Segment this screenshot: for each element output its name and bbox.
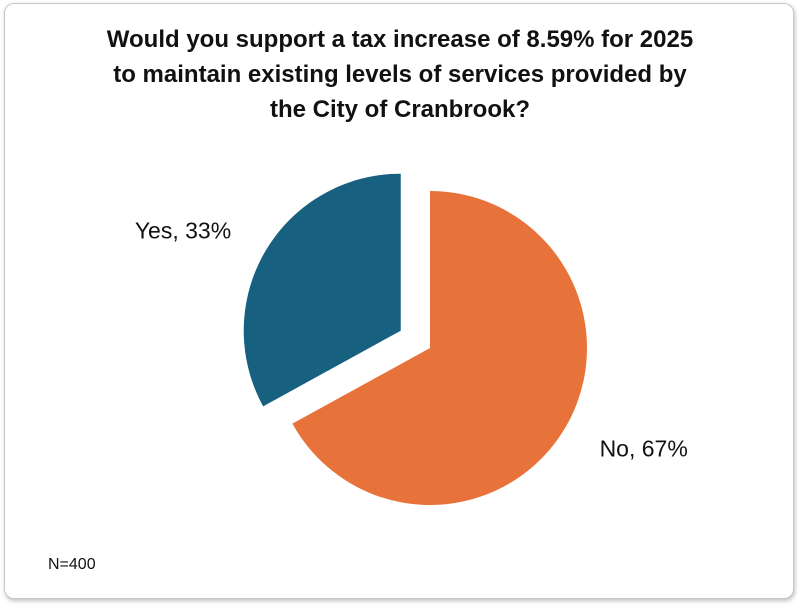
pie-slice-no xyxy=(292,191,587,505)
slice-label-yes: Yes, 33% xyxy=(135,217,231,243)
pie-slice-yes xyxy=(243,173,401,407)
sample-size-note: N=400 xyxy=(48,556,96,573)
pie-slices xyxy=(243,173,587,505)
chart-title: Would you support a tax increase of 8.59… xyxy=(106,26,694,123)
slice-label-no: No, 67% xyxy=(600,435,688,461)
